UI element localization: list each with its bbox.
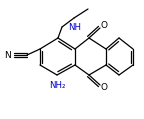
Text: O: O [101, 22, 108, 30]
Text: N: N [4, 50, 11, 60]
Text: NH₂: NH₂ [49, 80, 65, 89]
Text: O: O [101, 84, 108, 92]
Text: NH: NH [68, 22, 81, 32]
